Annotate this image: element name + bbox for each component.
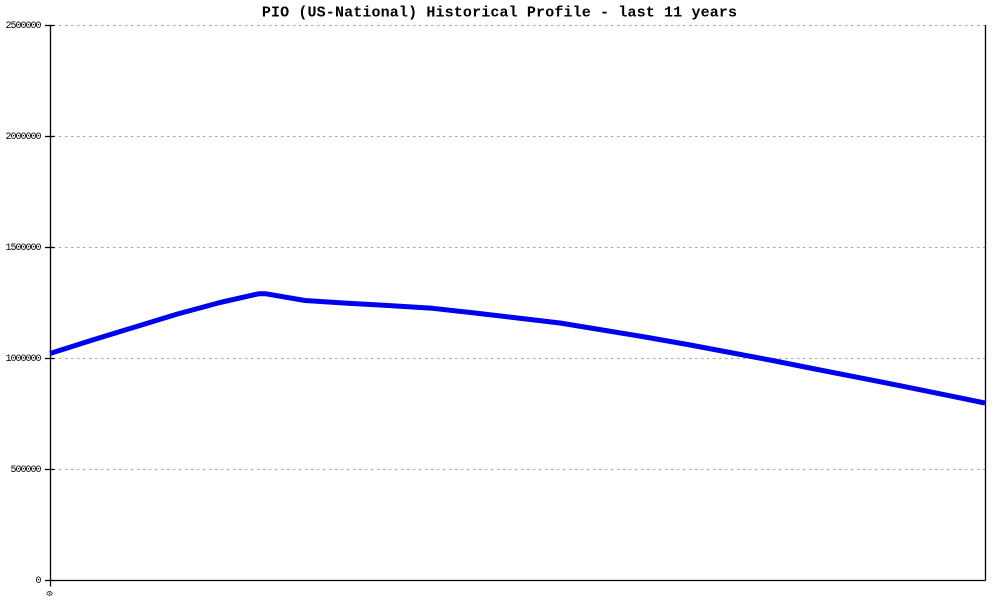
svg-text:500000: 500000 bbox=[10, 465, 41, 476]
svg-text:1000000: 1000000 bbox=[5, 354, 41, 365]
svg-text:2500000: 2500000 bbox=[5, 21, 41, 32]
svg-text:PIO (US-National) Historical P: PIO (US-National) Historical Profile - l… bbox=[262, 5, 737, 22]
svg-text:2000000: 2000000 bbox=[5, 132, 41, 143]
svg-text:0: 0 bbox=[44, 591, 54, 596]
svg-text:0: 0 bbox=[35, 576, 41, 587]
svg-text:1500000: 1500000 bbox=[5, 243, 41, 254]
